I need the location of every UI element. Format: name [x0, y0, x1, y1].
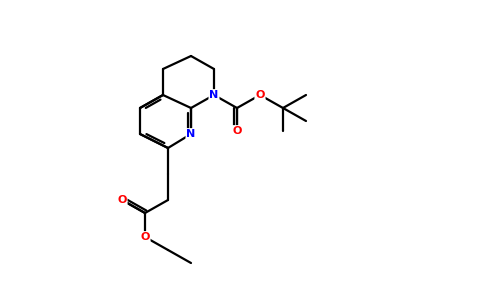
Text: O: O [117, 195, 127, 205]
Text: O: O [256, 90, 265, 100]
Text: O: O [232, 126, 242, 136]
Text: O: O [140, 232, 150, 242]
Text: N: N [186, 129, 196, 139]
Text: N: N [210, 90, 219, 100]
